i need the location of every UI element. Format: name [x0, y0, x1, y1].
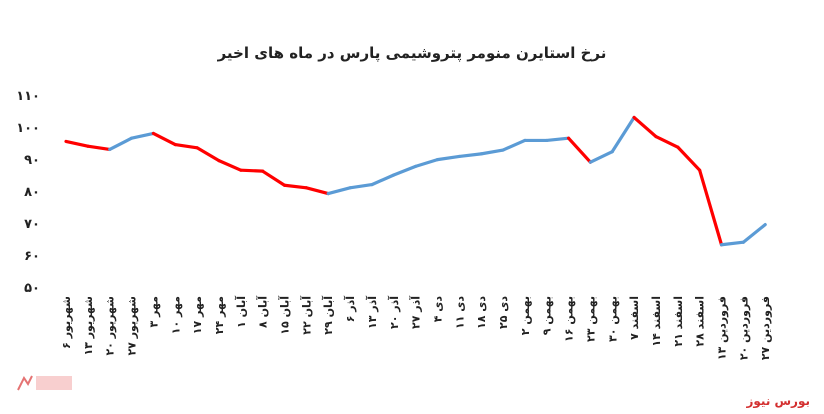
- line-segment: [64, 139, 90, 148]
- y-tick-label: ۶۰: [24, 249, 40, 264]
- x-tick-label: ۲۹ آبان: [321, 296, 335, 335]
- line-segment: [261, 169, 287, 187]
- x-tick-label: ۲۷ آذر: [409, 296, 423, 329]
- line-segment: [698, 168, 724, 247]
- y-tick-label: ۹۰: [24, 153, 40, 168]
- x-tick-label: ۱۳ آذر: [365, 296, 379, 329]
- line-segment: [676, 145, 702, 172]
- line-segment: [501, 138, 527, 152]
- line-segment: [654, 135, 680, 149]
- x-tick-label: ۱۳ فروردین: [716, 296, 729, 360]
- line-segment: [195, 146, 221, 163]
- line-segment: [414, 158, 440, 168]
- x-tick-label: ۱ آبان: [234, 296, 248, 328]
- x-tick-label: ۱۶ بهمن: [563, 296, 576, 342]
- x-tick-label: ۱۵ آبان: [278, 296, 292, 335]
- line-segment: [129, 131, 155, 140]
- x-tick-label: ۲۲ آبان: [299, 296, 313, 335]
- line-segment: [348, 183, 374, 190]
- line-segment: [632, 115, 658, 139]
- x-tick-label: ۱۷ مهر: [191, 296, 204, 334]
- line-segment: [217, 159, 243, 172]
- site-logo-icon: [17, 375, 72, 391]
- y-tick-label: ۷۰: [24, 217, 40, 232]
- x-tick-label: ۱۸ دی: [475, 296, 488, 329]
- x-tick-label: ۲۷ شهریور: [126, 296, 139, 356]
- chart-title: نرخ استایرن منومر پتروشیمی پارس در ماه ه…: [217, 44, 607, 62]
- x-tick-label: ۲ بهمن: [519, 296, 532, 335]
- x-tick-label: ۱۱ دی: [453, 296, 466, 329]
- x-tick-label: ۲۵ دی: [497, 296, 510, 329]
- x-tick-label: ۴ دی: [431, 296, 444, 323]
- x-tick-label: ۲۱ اسفند: [672, 296, 685, 347]
- x-tick-label: ۱۴ اسفند: [650, 296, 663, 347]
- line-segment: [86, 144, 112, 151]
- line-segment: [151, 131, 177, 147]
- y-tick-label: ۵۰: [24, 281, 40, 296]
- source-label: بورس نیوز: [746, 394, 810, 408]
- line-segment: [566, 136, 593, 164]
- x-tick-label: ۱۳ شهریور: [82, 296, 95, 356]
- line-segment: [108, 136, 134, 151]
- line-segment: [304, 186, 330, 196]
- x-tick-label: ۳ مهر: [147, 296, 160, 327]
- line-segment: [457, 152, 483, 159]
- line-segment: [545, 136, 571, 143]
- line-segment: [610, 115, 636, 154]
- x-tick-label: ۱۰ مهر: [169, 296, 182, 334]
- x-tick-label: ۲۷ فروردین: [759, 296, 772, 360]
- x-tick-label: ۲۰ فروردین: [737, 296, 750, 360]
- x-tick-label: ۲۰ شهریور: [104, 296, 117, 356]
- x-tick-label: ۷ اسفند: [628, 296, 641, 340]
- line-segment: [719, 240, 745, 247]
- line-segment: [173, 143, 199, 150]
- line-segment: [370, 173, 396, 187]
- y-tick-label: ۱۰۰: [16, 121, 40, 136]
- line-segment: [282, 183, 308, 190]
- line-segment: [239, 168, 265, 173]
- x-tick-label: ۲۰ آذر: [387, 296, 401, 329]
- x-tick-label: ۸ آبان: [256, 296, 270, 328]
- line-segment: [588, 150, 614, 164]
- x-tick-label: ۲۳ بهمن: [584, 296, 597, 342]
- x-tick-label: ۶ آذر: [343, 296, 357, 323]
- x-tick-label: ۶ شهریور: [60, 296, 73, 349]
- y-tick-label: ۸۰: [24, 185, 40, 200]
- line-segment: [741, 223, 767, 244]
- line-segment: [479, 148, 505, 156]
- line-segment: [392, 164, 418, 177]
- y-tick-label: ۱۱۰: [16, 89, 40, 104]
- x-tick-label: ۲۴ مهر: [213, 296, 226, 334]
- line-segment: [435, 154, 461, 162]
- line-segment: [326, 186, 352, 196]
- x-tick-label: ۳۰ بهمن: [606, 296, 619, 342]
- x-tick-label: ۹ بهمن: [541, 296, 554, 335]
- x-tick-label: ۲۸ اسفند: [694, 296, 707, 347]
